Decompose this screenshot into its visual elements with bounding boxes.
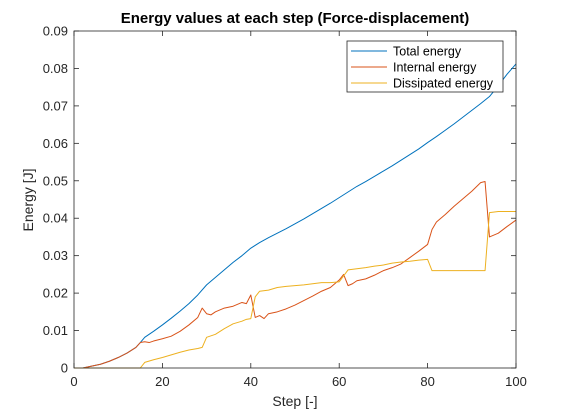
chart-title: Energy values at each step (Force-displa… xyxy=(121,10,469,27)
legend-label: Internal energy xyxy=(393,61,477,75)
x-tick-label: 0 xyxy=(70,374,77,389)
y-axis-ticks: 0 0.01 0.02 0.03 0.04 0.05 0.06 0.07 0.08 0.09 xyxy=(43,24,516,376)
legend-label: Dissipated energy xyxy=(393,77,494,91)
legend-label: Total energy xyxy=(393,45,462,59)
x-tick-label: 20 xyxy=(155,374,169,389)
y-tick-label: 0.09 xyxy=(43,24,68,39)
y-axis-label: Energy [J] xyxy=(20,168,36,231)
y-tick-label: 0 xyxy=(61,361,68,376)
x-tick-label: 40 xyxy=(244,374,258,389)
y-tick-label: 0.06 xyxy=(43,136,68,151)
x-axis-label: Step [-] xyxy=(272,393,317,409)
x-tick-label: 80 xyxy=(420,374,434,389)
y-tick-label: 0.08 xyxy=(43,61,68,76)
series-line-1 xyxy=(74,181,517,369)
plot-box xyxy=(73,30,517,369)
y-tick-label: 0.02 xyxy=(43,286,68,301)
series-lines xyxy=(74,63,517,369)
y-tick-label: 0.01 xyxy=(43,323,68,338)
x-tick-label: 100 xyxy=(505,374,527,389)
y-tick-label: 0.03 xyxy=(43,248,68,263)
series-line-2 xyxy=(74,210,516,369)
y-tick-label: 0.05 xyxy=(43,173,68,188)
x-axis-ticks: 0 20 40 60 80 100 xyxy=(70,31,527,389)
series-line-0 xyxy=(74,63,517,369)
x-tick-label: 60 xyxy=(332,374,346,389)
y-tick-label: 0.07 xyxy=(43,98,68,113)
y-tick-label: 0.04 xyxy=(43,211,68,226)
legend: Total energy Internal energy Dissipated en… xyxy=(346,40,504,93)
